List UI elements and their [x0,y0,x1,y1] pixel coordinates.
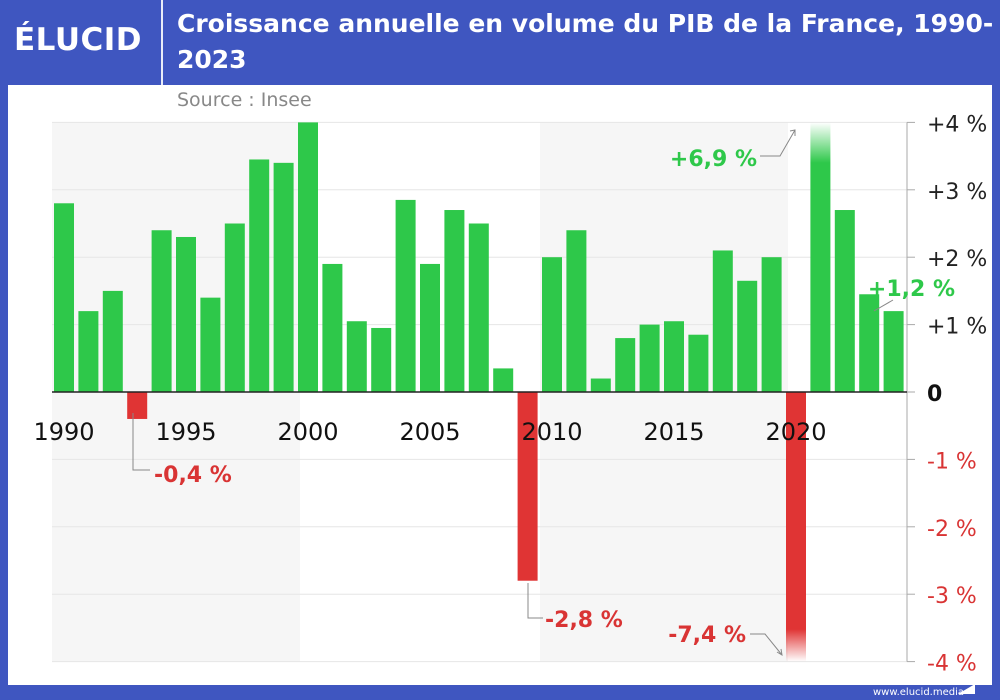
bar-1992 [102,290,123,392]
bar-2012 [590,378,611,392]
bar-2016 [688,334,709,392]
bar-2003 [371,327,392,392]
x-tick-label: 2000 [277,418,338,446]
y-tick-label: +4 % [927,112,987,137]
annotation-connector [873,299,894,312]
annotation-1993: -0,4 % [154,463,232,488]
bar-1996 [200,297,221,392]
bar-1998 [249,159,270,392]
bar-2015 [664,321,684,392]
x-tick-label: 1990 [33,418,94,446]
annotation-2020: -7,4 % [668,623,746,648]
x-tick-label: 2005 [399,418,460,446]
x-tick-label: 2010 [521,418,582,446]
bar-2001 [322,263,343,392]
x-tick-label: 1995 [155,418,216,446]
bar-2023 [859,294,880,392]
bar-2017 [712,250,733,392]
bar-1999 [273,162,294,392]
bar-2010 [542,257,562,392]
y-tick-label: -3 % [927,584,977,609]
bar-1994 [151,230,172,392]
bar-2014 [639,324,660,392]
bar-2022 [834,210,855,392]
bar-2011 [566,230,587,392]
annotation-connector [132,413,150,471]
bar-1995 [176,236,196,392]
bar-2008 [493,368,514,392]
bar-2007 [468,223,489,392]
annotation-2009: -2,8 % [545,608,623,633]
bar-1997 [224,223,245,392]
bar-2004 [395,199,416,392]
bar-2024 [883,311,904,392]
annotation-connector [750,633,783,656]
y-tick-label: +3 % [927,180,987,205]
annotation-2021: +6,9 % [670,147,757,172]
annotation-connector [527,583,543,619]
y-tick-label: +2 % [927,247,987,272]
y-tick-label: +1 % [927,315,987,340]
bar-2013 [615,338,636,392]
y-tick-label: -2 % [927,517,977,542]
bar-2000 [298,122,318,393]
bar-2005 [420,263,440,392]
bar-1990 [54,203,74,392]
bar-2018 [737,280,758,392]
x-tick-label: 2015 [643,418,704,446]
bar-2002 [346,321,367,392]
header-divider [161,0,163,85]
bar-2006 [444,210,465,392]
x-tick-label: 2020 [765,418,826,446]
bar-2020 [786,392,806,662]
website-link[interactable]: www.elucid.media [872,687,964,698]
annotation-connector [760,129,796,157]
y-tick-label: -4 % [927,652,977,677]
bar-2021 [810,122,831,393]
chart-source: Source : Insee [177,89,312,111]
bar-2019 [761,257,782,392]
elucid-mark-icon [958,684,975,694]
annotation-2024: +1,2 % [868,277,955,302]
bar-1993 [127,392,148,419]
bar-1991 [78,311,99,392]
bar-2009 [517,392,538,581]
y-tick-label: 0 [927,382,942,407]
elucid-logo: ÉLUCID [14,22,143,58]
y-tick-label: -1 % [927,449,977,474]
chart-title: Croissance annuelle en volume du PIB de … [177,9,994,74]
